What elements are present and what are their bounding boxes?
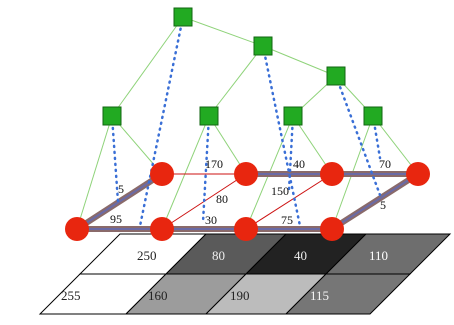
grid-cell-label: 110 [369, 248, 388, 263]
tree-nodes [102, 7, 383, 126]
dotted-link [138, 15, 185, 228]
tree-edge [372, 115, 419, 175]
tree-edge [182, 16, 264, 47]
tree-node-leaf [283, 106, 303, 126]
edge-weight-label: 80 [216, 192, 228, 206]
thick-edges [74, 171, 421, 232]
edge-weight-label: 170 [205, 157, 223, 171]
pixel-node [234, 217, 258, 241]
grid-cell-label: 40 [294, 248, 307, 263]
tree-node [253, 36, 273, 56]
dotted-link [201, 114, 211, 224]
pixel-node [65, 217, 89, 241]
tree-node-leaf [199, 106, 219, 126]
edge-labels: 5 95 170 80 30 40 150 75 70 5 [110, 157, 391, 227]
tree-node [326, 66, 346, 86]
pixel-node [150, 217, 174, 241]
dotted-link [261, 44, 302, 228]
edge-weight-label: 70 [379, 157, 391, 171]
grid-cell-label: 80 [212, 248, 225, 263]
pixel-node [320, 162, 344, 186]
dotted-links [110, 15, 382, 228]
edge-weight-label: 5 [380, 198, 386, 212]
grid-cell-label: 255 [61, 288, 81, 303]
tree-node-leaf [102, 106, 122, 126]
tree-edge [262, 45, 337, 77]
grid-cell-r1c3 [284, 273, 412, 315]
edge-weight-label: 95 [110, 212, 122, 226]
grid-edge [245, 173, 333, 230]
tree-edge [161, 115, 210, 230]
pixel-grid: 250 80 40 110 255 160 190 115 [38, 233, 452, 315]
dotted-link [287, 114, 295, 192]
pixel-node [234, 162, 258, 186]
edge-weight-label: 5 [118, 182, 124, 196]
pixel-node [150, 162, 174, 186]
pixel-nodes [65, 162, 430, 241]
tree-edge [208, 45, 264, 117]
pixel-node [406, 162, 430, 186]
tree-node-root [173, 7, 193, 27]
edge-weight-label: 30 [205, 213, 217, 227]
tree-node-leaf [363, 106, 383, 126]
edge-weight-label: 75 [281, 213, 293, 227]
tree-edge [111, 16, 184, 117]
dotted-link [110, 114, 120, 204]
grid-cell-label: 250 [137, 248, 157, 263]
grid-cell-label: 115 [310, 288, 329, 303]
grid-cell-label: 190 [230, 288, 250, 303]
grid-cell-label: 160 [148, 288, 168, 303]
thick-edge-core [331, 173, 419, 230]
tree-edge [76, 115, 113, 230]
edge-weight-label: 40 [293, 157, 305, 171]
thick-edge-core [76, 173, 163, 230]
edge-weight-label: 150 [271, 184, 289, 198]
pixel-node [320, 217, 344, 241]
